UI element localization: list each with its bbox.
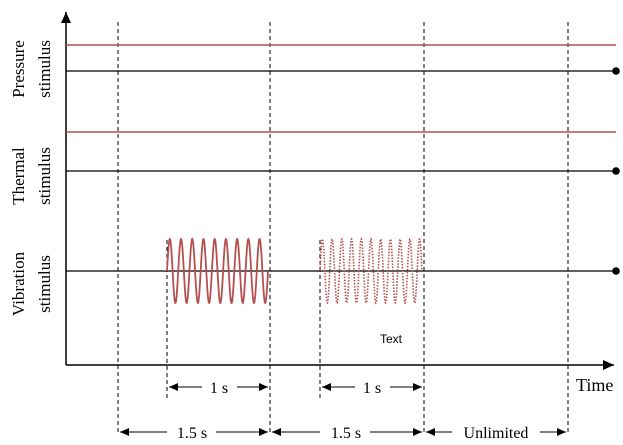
- burst-duration-1-label: 1 s: [210, 380, 228, 397]
- interval-1-label: 1.5 s: [177, 425, 207, 442]
- x-axis-label: Time: [576, 375, 613, 395]
- thermal-baseline-end-dot: [612, 167, 620, 175]
- interval-1: 1.5 s: [120, 425, 268, 442]
- vibration-row-label: Vibration: [9, 251, 28, 316]
- vibration-label-line1: Vibration: [9, 251, 28, 316]
- vibration-burst-solid: [166, 237, 269, 305]
- thermal-row-label: Thermal: [9, 147, 28, 205]
- thermal-label-line1: Thermal: [9, 147, 28, 205]
- interval-3: Unlimited: [426, 425, 566, 442]
- time-guides: [117, 22, 569, 435]
- pressure-baseline-end-dot: [612, 67, 620, 75]
- thermal-row-label-2: stimulus: [35, 147, 54, 205]
- burst-duration-2-label: 1 s: [363, 380, 381, 397]
- thermal-label-line2: stimulus: [35, 147, 54, 205]
- pressure-label-line2: stimulus: [35, 40, 54, 98]
- placeholder-text-label: Text: [380, 332, 403, 346]
- vibration-baseline-end-dot: [612, 267, 620, 275]
- vibration-label-line2: stimulus: [35, 255, 54, 313]
- vibration-row-label-2: stimulus: [35, 255, 54, 313]
- interval-2-label: 1.5 s: [331, 425, 361, 442]
- burst-duration-2: 1 s: [322, 380, 422, 397]
- vibration-burst-dotted: [319, 237, 423, 305]
- pressure-row-label-2: stimulus: [35, 40, 54, 98]
- burst-duration-1: 1 s: [169, 380, 268, 397]
- interval-3-label: Unlimited: [464, 425, 529, 442]
- interval-2: 1.5 s: [272, 425, 422, 442]
- pressure-row-label: Pressure: [9, 40, 28, 98]
- pressure-label-line1: Pressure: [9, 40, 28, 98]
